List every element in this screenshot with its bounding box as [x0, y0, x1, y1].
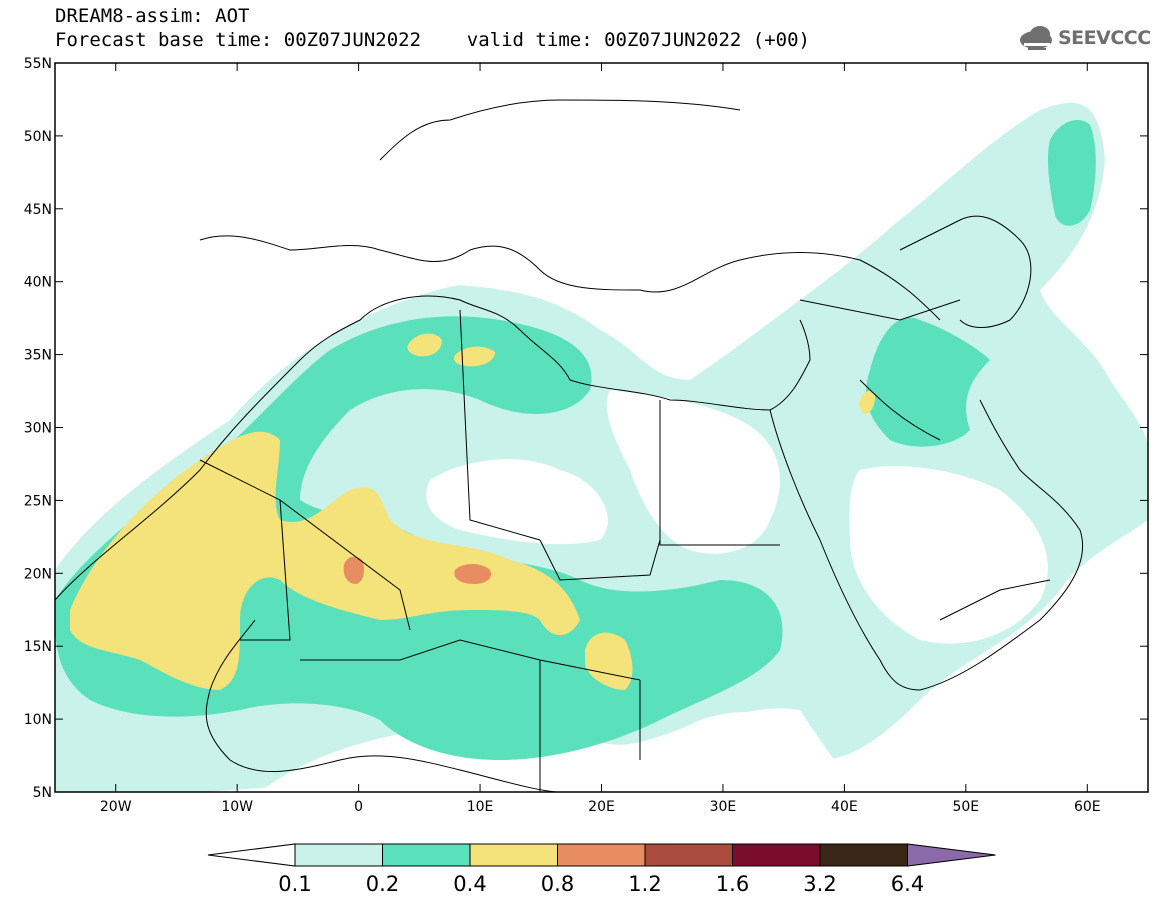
colorbar-label: 0.1 [278, 872, 311, 896]
seevccc-logo [1020, 26, 1052, 50]
colorbar-label: 0.4 [453, 872, 486, 896]
lat-tick-label: 5N [33, 785, 52, 801]
lat-tick-label: 10N [24, 712, 52, 728]
lon-tick-label: 50E [952, 799, 979, 815]
lat-tick-label: 30N [24, 421, 52, 437]
aot-band-0.4 [70, 431, 580, 690]
colorbar-label: 6.4 [891, 872, 924, 896]
logo-text: SEEVCCC [1058, 27, 1151, 49]
colorbar-swatch [732, 843, 821, 867]
colorbar-swatch [469, 843, 558, 867]
lon-tick-label: 0 [354, 799, 363, 815]
aot-clear-europe [55, 63, 1148, 540]
lon-tick-label: 40E [831, 799, 858, 815]
colorbar-swatch [382, 843, 471, 867]
aot-band-0.2-mideast [866, 317, 990, 447]
aot-band-0.2-caspian [1047, 120, 1096, 226]
aot-field [55, 63, 1148, 792]
lon-tick-label: 10E [467, 799, 494, 815]
lon-tick-label: 20W [100, 799, 132, 815]
colorbar-label: 0.2 [366, 872, 399, 896]
longitude-axis: 20W 10W 0 10E 20E 30E 40E 50E 60E [100, 63, 1101, 815]
colorbar-arrow-high [907, 843, 996, 867]
aot-clear-egypt [606, 390, 780, 554]
map-title: DREAM8-assim: AOT [55, 5, 250, 27]
aot-clear-libya [426, 459, 608, 545]
lat-tick-label: 15N [24, 639, 52, 655]
forecast-time-line: Forecast base time: 00Z07JUN2022 valid t… [55, 29, 810, 51]
lat-tick-label: 35N [24, 348, 52, 364]
lat-tick-label: 20N [24, 566, 52, 582]
colorbar-arrow-low [207, 843, 296, 867]
aot-band-0.4-tunisia [453, 346, 495, 367]
lon-tick-label: 60E [1074, 799, 1101, 815]
aot-band-0.4-algeria-n [407, 333, 442, 357]
latitude-axis: 55N 50N 45N 40N 35N 30N 25N 20N 15N 10N 5N [24, 56, 1148, 801]
aot-band-0.8-niger [454, 564, 492, 584]
lat-tick-label: 40N [24, 275, 52, 291]
colorbar-swatch [644, 843, 733, 867]
coastlines [55, 99, 1084, 792]
colorbar-swatch [294, 843, 383, 867]
lat-tick-label: 45N [24, 202, 52, 218]
colorbar-label: 0.8 [541, 872, 574, 896]
lat-tick-label: 55N [24, 56, 52, 72]
colorbar-label: 1.2 [628, 872, 661, 896]
aot-colorbar: 0.1 0.2 0.4 0.8 1.2 1.6 3.2 6.4 [207, 843, 996, 896]
lat-tick-label: 50N [24, 129, 52, 145]
colorbar-swatch [819, 843, 908, 867]
lon-tick-label: 30E [710, 799, 737, 815]
lon-tick-label: 10W [221, 799, 253, 815]
aot-band-0.4-iraq [859, 390, 876, 415]
colorbar-label: 3.2 [803, 872, 836, 896]
lon-tick-label: 20E [588, 799, 615, 815]
colorbar-label: 1.6 [716, 872, 749, 896]
aot-clear-arabia [849, 466, 1048, 644]
colorbar-swatch [557, 843, 646, 867]
aot-band-0.8-mali [343, 556, 364, 584]
cloud-icon [1020, 26, 1052, 50]
lat-tick-label: 25N [24, 493, 52, 509]
